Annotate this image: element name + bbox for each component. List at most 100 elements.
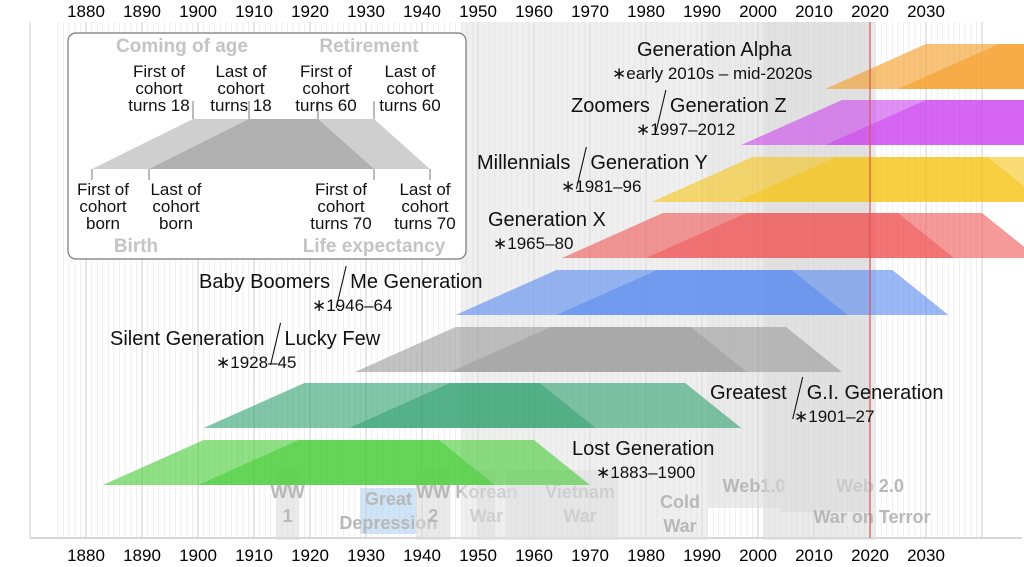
generation-name-greatest: Greatest	[710, 382, 787, 404]
legend-box: Coming of age Retirement Birth Life expecta…	[67, 32, 467, 260]
legend-top-label: turns 18	[128, 96, 189, 115]
generation-band-core-genz	[825, 100, 1024, 145]
legend-top-label: turns 18	[210, 96, 271, 115]
generation-alt-name-boomers: Me Generation	[350, 271, 482, 293]
x-tick-label-bottom: 2010	[795, 546, 833, 565]
generation-years-alpha: ∗early 2010s – mid-2020s	[612, 64, 812, 83]
generation-name-silent: Silent Generation	[110, 328, 265, 350]
x-tick-label-bottom: 1980	[627, 546, 665, 565]
legend-bottom-label: cohort	[401, 197, 449, 216]
generation-labels: Lost Generation ∗1883–1900 Greatest G.I. Ge…	[110, 39, 943, 482]
legend-bottom-label: turns 70	[310, 214, 371, 233]
event-label: War on Terror	[813, 507, 930, 527]
generation-band-core-genx	[646, 213, 954, 258]
x-tick-label-bottom: 2000	[739, 546, 777, 565]
generation-alt-name-silent: Lucky Few	[285, 328, 381, 350]
x-tick-label-top: 1930	[347, 2, 385, 21]
x-tick-label-top: 1970	[571, 2, 609, 21]
x-tick-label-top: 1910	[235, 2, 273, 21]
generation-years-genz: ∗1997–2012	[636, 120, 735, 139]
x-tick-label-top: 2000	[739, 2, 777, 21]
x-tick-label-top: 1940	[403, 2, 441, 21]
generation-name-lost: Lost Generation	[572, 438, 714, 460]
x-tick-label-bottom: 1880	[67, 546, 105, 565]
generation-name-separator	[575, 146, 587, 190]
legend-bottom-label: cohort	[79, 197, 127, 216]
legend-bottom-label: Last of	[150, 180, 201, 199]
generation-band-core-silent	[450, 327, 747, 372]
generation-alt-name-greatest: G.I. Generation	[807, 382, 944, 404]
generation-bands	[102, 44, 1024, 485]
x-tick-label-top: 1900	[179, 2, 217, 21]
x-tick-label-bottom: 2020	[851, 546, 889, 565]
x-tick-label-top: 1950	[459, 2, 497, 21]
event-band	[360, 488, 417, 534]
legend-heading-retirement: Retirement	[319, 36, 419, 57]
legend-heading-birth: Birth	[114, 236, 158, 257]
legend-top-label: cohort	[217, 79, 265, 98]
generation-name-boomers: Baby Boomers	[199, 271, 330, 293]
generation-years-silent: ∗1928–45	[216, 353, 296, 372]
legend-top-label: First of	[300, 62, 352, 81]
x-tick-label-top: 2010	[795, 2, 833, 21]
legend-bottom-label: born	[86, 214, 120, 233]
x-axis-bottom: 1880 1890 1900 1910 1920 1930 1940 1950 1960 1970…	[67, 546, 945, 565]
x-tick-label-top: 2030	[907, 2, 945, 21]
x-tick-label-bottom: 1890	[123, 546, 161, 565]
legend-top-label: cohort	[135, 79, 183, 98]
x-tick-label-bottom: 1940	[403, 546, 441, 565]
generation-band-core-boomers	[556, 270, 848, 315]
legend-top-label: First of	[133, 62, 185, 81]
x-tick-label-bottom: 1930	[347, 546, 385, 565]
x-tick-label-bottom: 1950	[459, 546, 497, 565]
x-tick-label-bottom: 2030	[907, 546, 945, 565]
generation-name-genz: Zoomers	[571, 95, 650, 117]
legend-top-label: cohort	[302, 79, 350, 98]
event-label: Great	[365, 489, 412, 509]
generation-years-lost: ∗1883–1900	[596, 463, 695, 482]
legend-top-label: cohort	[386, 79, 434, 98]
x-axis-top: 1880 1890 1900 1910 1920 1930 1940 1950 1960 1970…	[67, 2, 945, 21]
generation-name-alpha: Generation Alpha	[637, 39, 792, 61]
legend-bottom-label: Last of	[399, 180, 450, 199]
generation-years-genx: ∗1965–80	[493, 234, 573, 253]
generation-years-greatest: ∗1901–27	[794, 407, 874, 426]
x-tick-label-top: 1990	[683, 2, 721, 21]
legend-top-label: Last of	[215, 62, 266, 81]
legend-bottom-label: turns 70	[394, 214, 455, 233]
generation-band-core-lost	[198, 440, 495, 485]
legend-core	[149, 119, 374, 169]
legend-bottom-label: First of	[315, 180, 367, 199]
event-label: War	[663, 516, 696, 536]
x-tick-label-bottom: 1960	[515, 546, 553, 565]
x-tick-label-top: 1880	[67, 2, 105, 21]
generation-name-separator	[655, 89, 667, 133]
x-tick-label-top: 1960	[515, 2, 553, 21]
legend-top-label: Last of	[384, 62, 435, 81]
x-tick-label-top: 1920	[291, 2, 329, 21]
x-tick-label-top: 1890	[123, 2, 161, 21]
x-tick-label-bottom: 1970	[571, 546, 609, 565]
legend-top-label: turns 60	[295, 96, 356, 115]
event-label: WW	[416, 482, 450, 502]
generation-name-separator	[270, 322, 282, 366]
legend-bottom-label: cohort	[317, 197, 365, 216]
x-tick-label-bottom: 1900	[179, 546, 217, 565]
legend-bottom-label: cohort	[152, 197, 200, 216]
x-tick-label-top: 2020	[851, 2, 889, 21]
generation-years-boomers: ∗1946–64	[312, 296, 392, 315]
generation-band-core-millennials	[735, 157, 1024, 202]
legend-bottom-label: born	[159, 214, 193, 233]
x-tick-label-bottom: 1910	[235, 546, 273, 565]
generation-name-millennials: Millennials	[477, 152, 570, 174]
event-label: 2	[428, 506, 438, 526]
generation-band-core-greatest	[349, 383, 596, 428]
event-label: 1	[283, 506, 293, 526]
legend-heading-life-expectancy: Life expectancy	[303, 236, 446, 257]
event-label: Depression	[339, 513, 437, 533]
legend-heading-coming-of-age: Coming of age	[116, 36, 248, 57]
generation-alt-name-genz: Generation Z	[670, 95, 787, 117]
x-tick-label-bottom: 1920	[291, 546, 329, 565]
legend-top-label: turns 60	[379, 96, 440, 115]
